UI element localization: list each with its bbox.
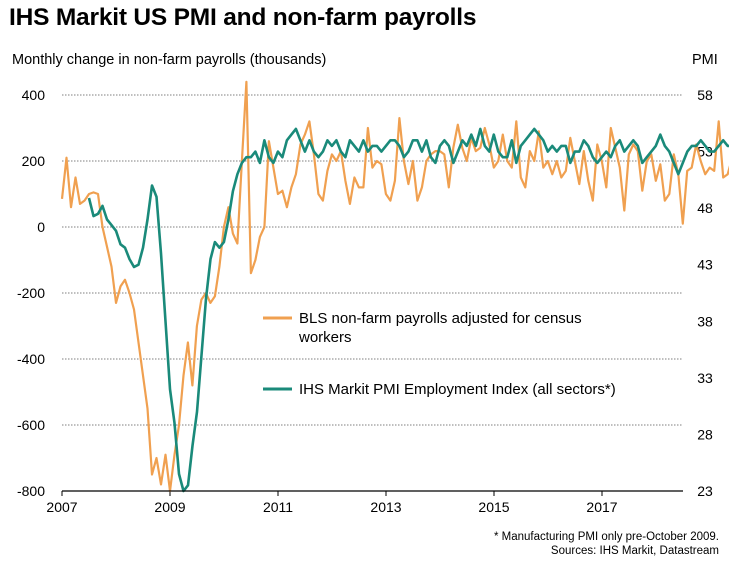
footnote: * Manufacturing PMI only pre-October 200… bbox=[494, 530, 719, 558]
y-left-tick-label: -200 bbox=[17, 285, 45, 301]
legend-label-payrolls-line2: workers bbox=[298, 329, 352, 346]
y-left-tick-label: 400 bbox=[22, 87, 46, 103]
y-right-tick-label: 58 bbox=[697, 87, 713, 103]
x-tick-label: 2007 bbox=[46, 499, 77, 515]
x-tick-label: 2011 bbox=[263, 499, 293, 515]
grid-lines bbox=[62, 94, 683, 426]
y-left-tick-label: -600 bbox=[17, 417, 45, 433]
series-lines bbox=[60, 80, 729, 493]
footnote-note: * Manufacturing PMI only pre-October 200… bbox=[493, 531, 719, 543]
y-right-tick-label: 28 bbox=[697, 426, 713, 442]
series-line-pmi bbox=[87, 127, 729, 493]
y-left-tick-label: -800 bbox=[17, 483, 45, 499]
x-tick-label: 2013 bbox=[370, 499, 401, 515]
y-axis-right-label: PMI bbox=[692, 52, 718, 68]
y-right-tick-label: 33 bbox=[697, 370, 713, 386]
chart-title: IHS Markit US PMI and non-farm payrolls bbox=[9, 4, 477, 31]
legend: BLS non-farm payrolls adjusted for censu… bbox=[263, 310, 616, 398]
x-axis-ticks: 2007 2009 2011 2013 2015 2017 bbox=[46, 491, 618, 515]
y-axis-right-ticks: 58 53 48 43 38 33 28 23 bbox=[697, 87, 713, 499]
y-left-tick-label: -400 bbox=[17, 351, 45, 367]
y-right-tick-label: 43 bbox=[697, 257, 713, 273]
y-right-tick-label: 38 bbox=[697, 313, 713, 329]
y-right-tick-label: 48 bbox=[697, 200, 713, 216]
footnote-sources: Sources: IHS Markit, Datastream bbox=[550, 545, 719, 557]
x-tick-label: 2015 bbox=[478, 499, 509, 515]
x-tick-label: 2009 bbox=[154, 499, 185, 515]
y-axis-left-label: Monthly change in non-farm payrolls (tho… bbox=[12, 52, 327, 68]
y-right-tick-label: 23 bbox=[697, 483, 713, 499]
legend-label-pmi: IHS Markit PMI Employment Index (all sec… bbox=[299, 381, 616, 398]
series-line-payrolls bbox=[60, 80, 729, 493]
x-tick-label: 2017 bbox=[586, 499, 617, 515]
legend-label-payrolls-line1: BLS non-farm payrolls adjusted for censu… bbox=[299, 310, 582, 327]
y-left-tick-label: 0 bbox=[37, 219, 45, 235]
y-axis-left-ticks: 400 200 0 -200 -400 -600 -800 bbox=[17, 87, 45, 499]
y-left-tick-label: 200 bbox=[22, 153, 46, 169]
y-right-tick-label: 53 bbox=[697, 144, 713, 160]
